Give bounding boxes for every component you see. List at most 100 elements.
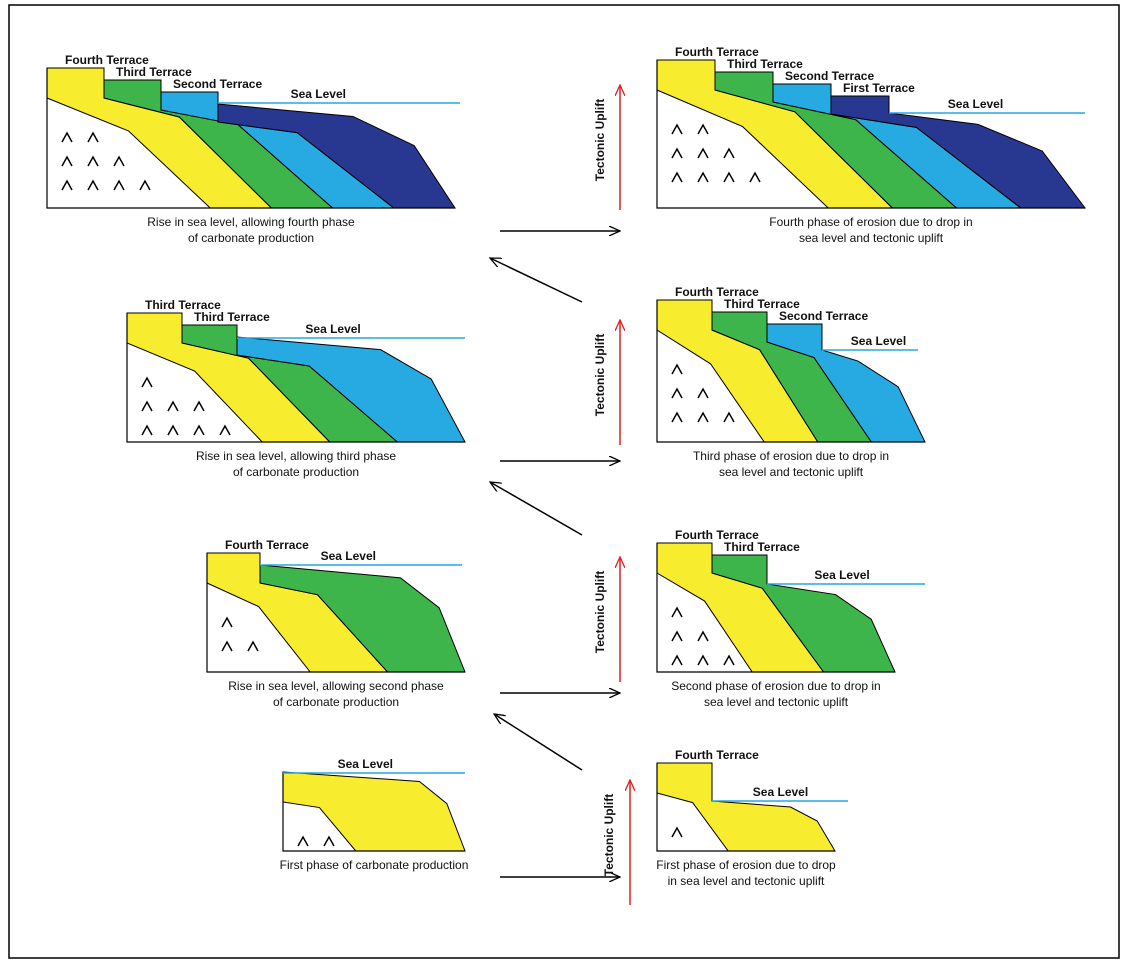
rock-caret bbox=[247, 640, 259, 652]
rock-caret bbox=[221, 640, 233, 652]
layer bbox=[830, 95, 1087, 209]
sea-level-label: Sea Level bbox=[753, 785, 808, 799]
panel-frame bbox=[46, 68, 455, 209]
caption: in sea level and tectonic uplift bbox=[668, 874, 825, 888]
terrace-label: Third Terrace bbox=[145, 298, 221, 312]
terrace-label: Third Terrace bbox=[727, 57, 803, 71]
rock-caret bbox=[323, 835, 335, 847]
panel-frame bbox=[656, 300, 925, 443]
terrace-label: Second Terrace bbox=[785, 69, 874, 83]
rock-caret bbox=[697, 411, 709, 423]
terrace-label: Fourth Terrace bbox=[65, 53, 149, 67]
rock-caret bbox=[139, 179, 151, 191]
panel-frame bbox=[656, 543, 895, 673]
rock-caret bbox=[697, 171, 709, 183]
rock-caret bbox=[167, 400, 179, 412]
rock-caret bbox=[193, 424, 205, 436]
rock-caret bbox=[671, 606, 683, 618]
uplift-label: Tectonic Uplift bbox=[593, 571, 607, 653]
rock-caret bbox=[697, 387, 709, 399]
terrace-label: Second Terrace bbox=[779, 309, 868, 323]
rock-caret bbox=[723, 411, 735, 423]
rock-caret bbox=[113, 155, 125, 167]
sea-level-label: Sea Level bbox=[291, 87, 346, 101]
caption: sea level and tectonic uplift bbox=[719, 465, 864, 479]
caption: Second phase of erosion due to drop in bbox=[671, 679, 880, 693]
terrace-label: Fourth Terrace bbox=[675, 285, 759, 299]
rock-caret bbox=[671, 363, 683, 375]
panel-frame bbox=[126, 313, 465, 443]
panel-frame bbox=[656, 763, 835, 852]
rock-caret bbox=[141, 424, 153, 436]
layer bbox=[766, 323, 926, 443]
caption: of carbonate production bbox=[233, 465, 359, 479]
rock-caret bbox=[87, 131, 99, 143]
sea-level-label: Sea Level bbox=[814, 568, 869, 582]
rock-caret bbox=[141, 376, 153, 388]
uplift-label: Tectonic Uplift bbox=[593, 99, 607, 181]
terrace-label: Fourth Terrace bbox=[675, 45, 759, 59]
sea-level-label: Sea Level bbox=[305, 322, 360, 336]
terrace-label: Second Terrace bbox=[173, 77, 262, 91]
terrace-label: Third Terrace bbox=[724, 297, 800, 311]
layer bbox=[656, 762, 836, 852]
terrace-label: Fourth Terrace bbox=[225, 538, 309, 552]
border bbox=[8, 4, 1120, 959]
caption: of carbonate production bbox=[273, 695, 399, 709]
arrow bbox=[494, 714, 583, 771]
terrace-label: Fourth Terrace bbox=[675, 528, 759, 542]
uplift-label: Tectonic Uplift bbox=[602, 794, 616, 876]
rock-caret bbox=[671, 826, 683, 838]
rock-caret bbox=[723, 654, 735, 666]
rock-caret bbox=[671, 123, 683, 135]
arrow bbox=[490, 258, 583, 303]
rock-caret bbox=[167, 424, 179, 436]
terrace-label: Third Terrace bbox=[116, 65, 192, 79]
rock-caret bbox=[113, 179, 125, 191]
arrow bbox=[490, 482, 583, 536]
rock-caret bbox=[61, 155, 73, 167]
layer bbox=[282, 771, 466, 852]
terrace-label: Third Terrace bbox=[194, 310, 270, 324]
caption: First phase of erosion due to drop bbox=[656, 858, 836, 872]
panel-frame bbox=[282, 772, 465, 852]
rock-caret bbox=[61, 179, 73, 191]
caption: Rise in sea level, allowing second phase bbox=[228, 679, 444, 693]
rock-caret bbox=[297, 835, 309, 847]
caption: sea level and tectonic uplift bbox=[799, 231, 944, 245]
rock-caret bbox=[219, 424, 231, 436]
rock-caret bbox=[723, 171, 735, 183]
panel: Sea Level First phase of carbonate produc… bbox=[280, 757, 469, 872]
rock-caret bbox=[671, 411, 683, 423]
rock-caret bbox=[193, 400, 205, 412]
rock-caret bbox=[141, 400, 153, 412]
rock-caret bbox=[87, 155, 99, 167]
rock-caret bbox=[723, 147, 735, 159]
flow-arrows bbox=[490, 231, 620, 877]
rock-caret bbox=[697, 630, 709, 642]
caption: Third phase of erosion due to drop in bbox=[693, 449, 889, 463]
rock-caret bbox=[671, 147, 683, 159]
caption: Rise in sea level, allowing fourth phase bbox=[147, 215, 355, 229]
uplift-label: Tectonic Uplift bbox=[593, 334, 607, 416]
caption: of carbonate production bbox=[188, 231, 314, 245]
terrace-label: First Terrace bbox=[843, 81, 915, 95]
rock-caret bbox=[61, 131, 73, 143]
rock-caret bbox=[671, 630, 683, 642]
terrace-label: Third Terrace bbox=[724, 540, 800, 554]
rock-caret bbox=[671, 387, 683, 399]
panel-frame bbox=[206, 553, 465, 673]
caption: Rise in sea level, allowing third phase bbox=[196, 449, 396, 463]
sea-level-label: Sea Level bbox=[948, 97, 1003, 111]
panel: Fourth Terrace Sea Level Rise in sea level… bbox=[206, 538, 466, 709]
caption: Fourth phase of erosion due to drop in bbox=[769, 215, 972, 229]
layer bbox=[711, 554, 896, 673]
rock-caret bbox=[671, 654, 683, 666]
